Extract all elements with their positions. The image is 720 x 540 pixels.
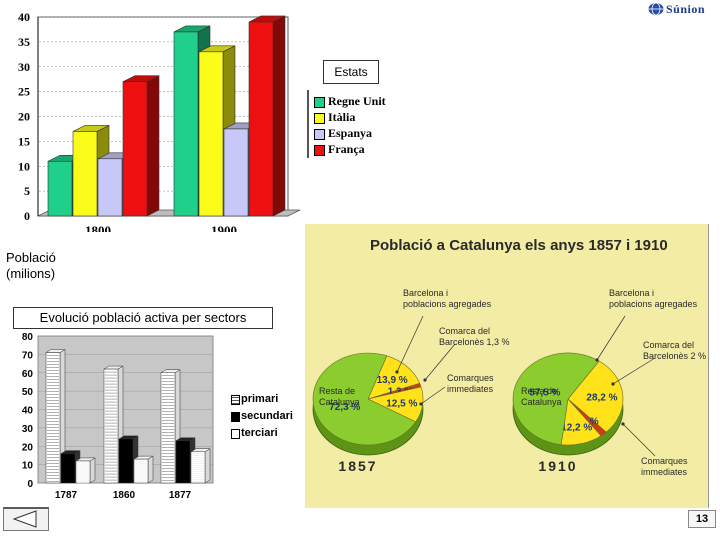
y-tick-label: 15 [18,134,30,148]
leader-line [596,315,626,361]
legend-bracket [307,90,309,158]
pie-charts-svg: Població a Catalunya els anys 1857 i 191… [312,237,706,477]
legend-label: terciari [241,427,278,439]
brand-name: Súnion [666,2,706,16]
globe-icon [648,2,664,16]
y-tick-label: 30 [22,424,34,435]
category-label: 1787 [55,490,78,501]
y-tick-label: 10 [18,159,30,173]
pie-slice [567,360,624,433]
pie-annotation: Barcelona i [609,288,654,298]
y-tick-label: 30 [18,60,30,74]
states-population-chart: 0 5 10 15 20 25 30 35 40 1800 1900 [18,10,301,232]
legend-swatch [314,129,325,140]
pie-annotation: poblacions agregades [609,299,698,309]
pie-charts-figure: Població a Catalunya els anys 1857 i 191… [305,224,709,508]
legend-label: Espanya [328,126,373,140]
bar [122,75,160,217]
y-tick-label: 40 [22,406,34,417]
bar [133,455,154,484]
pie-annotation: Catalunya [319,397,360,407]
bar [75,457,96,484]
pie-annotation: immediates [641,467,688,477]
legend-swatch [231,429,240,439]
chart1-legend: Regne Unit Itàlia Espanya França [307,90,397,158]
legend-label: França [328,142,365,156]
legend-swatch [314,113,325,124]
pie-slice-label: 12,5 % [386,399,417,410]
category-label: 1900 [211,223,237,232]
pie-annotation: Comarca del [439,326,490,336]
pie-annotation: poblacions agregades [403,299,492,309]
y-tick-label: 50 [22,387,34,398]
leader-line [424,343,456,381]
pie-annotation: immediates [447,384,494,394]
y-tick-label: 60 [22,369,34,380]
y-axis-label: Població (milions) [6,250,56,282]
pie-annotation: Comarca del [643,340,694,350]
back-button[interactable] [3,507,49,531]
bar [45,349,66,484]
pie-annotation: Comarques [641,456,688,466]
sunion-logo: Súnion [648,0,718,20]
page-number: 13 [688,510,716,528]
pie-slice [312,352,417,446]
pie-slice-label: 12,2 % [561,423,592,434]
legend-label: secundari [241,410,293,422]
pie-annotation: Comarques [447,373,494,383]
pie-slice-label: 57,5 % [529,388,560,399]
pie-slice-label: 72,3 % [329,402,360,413]
pie-slice-label: 2 % [581,417,598,428]
pie-year-label: 1857 [338,458,377,474]
sectors-chart: 0 10 20 30 40 50 60 70 80 1787 1860 1877 [22,332,214,501]
pie-annotation: Resta de [521,386,557,396]
pie-annotation: Catalunya [521,397,562,407]
pie-annotation: Barcelonès 1,3 % [439,337,510,347]
pie-title: Població a Catalunya els anys 1857 i 191… [370,237,668,254]
leader-line [612,357,656,385]
pie-slice [512,352,600,445]
legend-label: primari [241,393,279,405]
y-tick-label: 0 [27,479,33,490]
pie-annotation: Resta de [319,386,355,396]
leader-line [622,423,656,457]
legend-swatch [231,412,240,422]
pie-slice-label: 13,9 % [377,375,408,386]
legend-swatch [231,395,240,405]
legend-swatch [314,145,325,156]
y-tick-label: 40 [18,10,30,24]
chart2-title: Evolució població activa per sectors [13,307,273,329]
y-tick-label: 25 [18,85,30,99]
chart2-legend: primari secundari terciari [231,393,293,443]
leader-line [396,315,424,373]
pie-annotation: Barcelonès 2 % [643,351,706,361]
y-tick-label: 10 [22,461,34,472]
pie-annotation: Barcelona i [403,288,448,298]
bar [190,448,211,484]
bar [248,15,286,217]
y-tick-label: 35 [18,35,30,49]
y-tick-label: 80 [22,332,34,343]
y-tick-label: 70 [22,350,34,361]
legend-swatch [314,97,325,108]
y-axis-label-line1: Població [6,250,56,265]
pie-year-label: 1910 [538,458,577,474]
legend-title: Estats [323,60,379,84]
leader-line [420,386,446,405]
legend-label: Regne Unit [328,94,386,108]
y-tick-label: 5 [24,184,30,198]
y-axis-label-line2: (milions) [6,266,56,281]
pie-slice-label: 28,2 % [586,393,617,404]
category-label: 1860 [113,490,136,501]
y-tick-label: 20 [22,442,34,453]
legend-label: Itàlia [328,110,356,124]
triangle-left-icon [12,510,37,528]
category-label: 1800 [85,223,111,232]
category-label: 1877 [169,490,192,501]
y-tick-label: 0 [24,209,30,223]
y-tick-label: 20 [18,110,30,124]
